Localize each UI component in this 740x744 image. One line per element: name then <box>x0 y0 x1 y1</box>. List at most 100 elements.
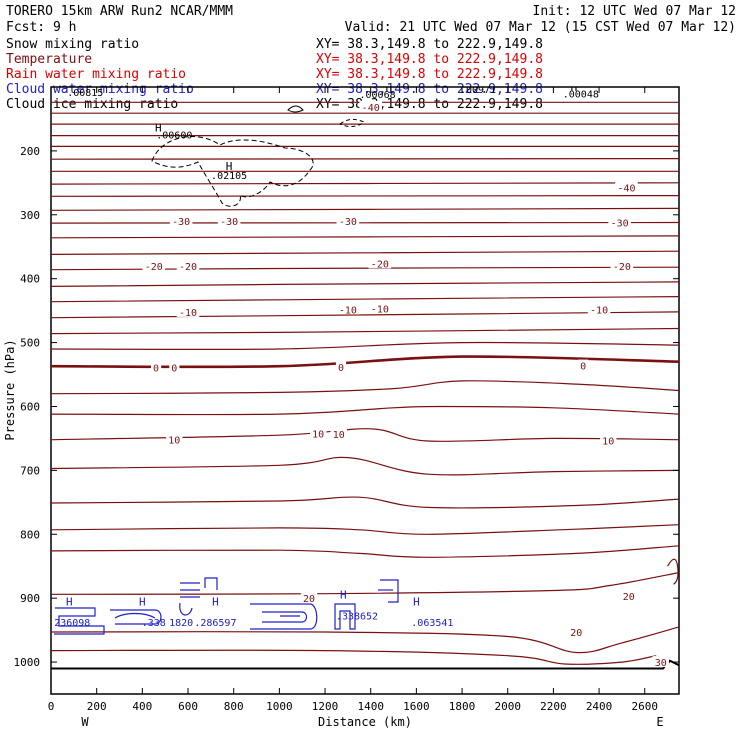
y-tick-label: 800 <box>20 528 40 541</box>
y-tick-label: 600 <box>20 400 40 413</box>
x-tick-label: 1200 <box>312 700 339 713</box>
plot-contents: -40 -40 -30 -30 -30 -30 -20 -20 -20 -20 -10 -10 -10 -… <box>51 81 679 670</box>
isotherm-label: -20 <box>368 257 392 270</box>
y-tick-label: 500 <box>20 337 40 350</box>
isotherm-line <box>51 524 679 535</box>
svg-text:-10: -10 <box>339 305 357 316</box>
svg-text:20: 20 <box>623 592 635 603</box>
isotherm-line <box>51 456 679 476</box>
svg-text:-20: -20 <box>371 259 389 270</box>
legend: Snow mixing ratio XY= 38.3,149.8 to 222.9… <box>6 37 543 112</box>
x-tick-label: 1800 <box>449 700 476 713</box>
maximum-value-label: .063541 <box>411 618 453 629</box>
maximum-marker: H <box>386 81 393 94</box>
maximum-value-label: 1820 <box>169 618 193 629</box>
x-tick-label: 2400 <box>586 700 613 713</box>
isotherm-label: -30 <box>217 215 241 228</box>
isotherm-line <box>51 296 679 303</box>
isotherm-label: -10 <box>336 303 360 316</box>
svg-text:30: 30 <box>655 658 667 669</box>
isotherm-label: -40 <box>359 100 383 114</box>
isotherm-label: 0 <box>577 359 589 373</box>
maximum-marker: H <box>155 121 162 134</box>
isotherm-line <box>51 195 679 197</box>
cloud-water-contour <box>250 603 318 630</box>
maximum-marker: H <box>139 595 146 608</box>
svg-text:20: 20 <box>570 628 582 639</box>
isotherm-label: -40 <box>615 181 638 194</box>
isotherm-line <box>51 182 679 185</box>
svg-text:0: 0 <box>338 363 344 374</box>
maximum-marker: H <box>413 595 420 608</box>
x-tick-label: 2600 <box>631 700 658 713</box>
isotherm-label: 0 <box>150 361 162 374</box>
cloud-ice-contour <box>287 105 304 113</box>
isotherm-line <box>51 281 679 287</box>
y-tick-label: 200 <box>20 145 40 158</box>
maximum-value-label: .286597 <box>194 618 236 629</box>
isotherm-line <box>51 428 679 442</box>
y-tick-label: 400 <box>20 273 40 286</box>
init-time: Init: 12 UTC Wed 07 Mar 12 <box>533 4 737 19</box>
x-tick-label: 200 <box>87 700 107 713</box>
legend-entry-xy: XY= 38.3,149.8 to 222.9,149.8 <box>316 82 543 97</box>
svg-text:10: 10 <box>168 436 180 447</box>
legend-entry-name: Snow mixing ratio <box>6 37 139 52</box>
header: TORERO 15km ARW Run2 NCAR/MMM Init: 12 U… <box>6 4 736 35</box>
y-tick-label: 900 <box>20 592 40 605</box>
isotherm-line <box>51 341 679 351</box>
x-tick-label: 1000 <box>266 700 293 713</box>
y-tick-label: 700 <box>20 464 40 477</box>
maximum-value-label: .02105 <box>211 171 247 182</box>
axes: Pressure (hPa) Distance (km) W E 0 200 400… <box>3 87 679 729</box>
isotherm-line <box>51 235 679 239</box>
cloud-water-contour <box>179 602 193 616</box>
legend-entry-xy: XY= 38.3,149.8 to 222.9,149.8 <box>316 97 543 112</box>
isotherm-label: -20 <box>610 259 634 273</box>
svg-text:20: 20 <box>303 594 315 605</box>
maximum-value-label: .338 <box>142 618 166 629</box>
isotherm-label: -10 <box>368 302 392 316</box>
cloud-water-contour <box>54 607 105 635</box>
maximum-value-label: .00048 <box>563 89 599 100</box>
cloud-ice-contour <box>339 118 365 128</box>
maximum-value-label: .00815 <box>67 88 103 99</box>
svg-text:-10: -10 <box>179 308 197 319</box>
svg-text:0: 0 <box>171 363 177 374</box>
cloud-water-contour <box>380 579 399 603</box>
maximum-marker: H <box>226 160 233 173</box>
maximum-value-label: .00068 <box>359 90 395 101</box>
x-tick-label: 1400 <box>357 700 384 713</box>
isotherm-line <box>51 207 679 211</box>
maximum-marker: H <box>212 595 219 608</box>
svg-text:0: 0 <box>153 363 159 374</box>
x-tick-label: 2000 <box>494 700 521 713</box>
maximum-value-label: .338652 <box>336 611 378 622</box>
cloud-water-contour <box>114 612 156 619</box>
isotherm-line <box>51 327 679 335</box>
svg-text:-20: -20 <box>145 262 163 273</box>
isotherm-line <box>51 250 679 255</box>
plot-area: -40 -40 -30 -30 -30 -30 -20 -20 -20 -20 -10 -10 -10 -… <box>51 81 679 670</box>
y-tick-label: 300 <box>20 209 40 222</box>
valid-time: Valid: 21 UTC Wed 07 Mar 12 (15 CST Wed … <box>345 20 736 35</box>
isotherm-label: -30 <box>608 216 631 229</box>
model-title: TORERO 15km ARW Run2 NCAR/MMM <box>6 4 233 19</box>
isotherm-label: 10 <box>309 427 327 440</box>
maximum-marker: H <box>571 81 578 94</box>
isotherm-line <box>51 626 679 654</box>
cloud-water-contour <box>204 577 218 590</box>
svg-text:-10: -10 <box>590 305 608 316</box>
isotherm-line <box>51 158 679 160</box>
isotherm-line <box>51 221 679 224</box>
isotherm-line <box>51 380 679 395</box>
maximum-marker: H <box>66 595 73 608</box>
legend-entry-xy: XY= 38.3,149.8 to 222.9,149.8 <box>316 37 543 52</box>
legend-entry-name: Cloud water mixing ratio <box>6 82 194 97</box>
x-axis-label: Distance (km) <box>318 715 412 729</box>
east-label: E <box>656 715 663 729</box>
legend-entry-name: Cloud ice mixing ratio <box>6 97 178 112</box>
west-label: W <box>81 715 89 729</box>
